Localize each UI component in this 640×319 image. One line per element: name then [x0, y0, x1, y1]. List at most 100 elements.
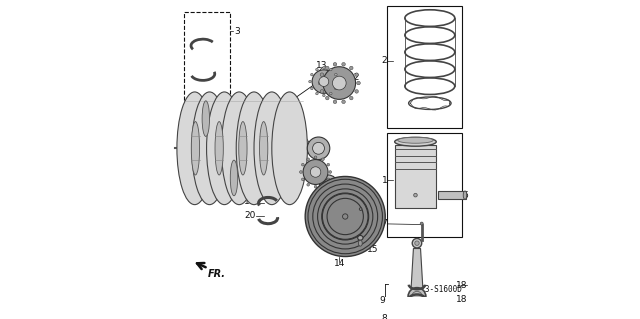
Text: 2: 2	[381, 56, 387, 65]
Ellipse shape	[316, 92, 318, 95]
Ellipse shape	[301, 178, 304, 181]
Text: 18: 18	[456, 281, 468, 290]
Ellipse shape	[355, 73, 358, 77]
Text: 13: 13	[312, 165, 323, 174]
Text: 11: 11	[294, 157, 305, 166]
Ellipse shape	[236, 92, 272, 204]
Ellipse shape	[330, 202, 360, 231]
Bar	[438, 191, 467, 199]
Ellipse shape	[412, 291, 422, 302]
Ellipse shape	[342, 100, 346, 104]
Text: 16: 16	[367, 199, 379, 208]
Ellipse shape	[398, 137, 433, 143]
Ellipse shape	[408, 288, 426, 306]
Ellipse shape	[207, 92, 242, 204]
Ellipse shape	[333, 63, 337, 66]
Ellipse shape	[323, 67, 356, 99]
Ellipse shape	[337, 80, 339, 83]
Bar	[395, 145, 436, 209]
Ellipse shape	[415, 241, 419, 245]
Ellipse shape	[316, 68, 318, 71]
Text: 13: 13	[316, 61, 328, 70]
Text: 1: 1	[381, 176, 387, 185]
Ellipse shape	[191, 122, 200, 175]
Ellipse shape	[395, 137, 436, 146]
Polygon shape	[411, 249, 423, 289]
Text: 9: 9	[379, 296, 385, 305]
Text: 14: 14	[333, 259, 345, 269]
Ellipse shape	[319, 175, 337, 193]
Text: 10: 10	[282, 104, 294, 113]
Ellipse shape	[300, 171, 302, 174]
Ellipse shape	[324, 196, 366, 237]
Ellipse shape	[310, 87, 313, 90]
Ellipse shape	[303, 160, 328, 184]
Ellipse shape	[333, 100, 337, 104]
Text: 20: 20	[244, 211, 255, 220]
Ellipse shape	[230, 160, 237, 196]
Ellipse shape	[315, 187, 375, 247]
Ellipse shape	[330, 92, 332, 95]
Ellipse shape	[358, 240, 362, 246]
Ellipse shape	[335, 87, 337, 90]
Text: 3: 3	[234, 27, 240, 36]
Ellipse shape	[177, 92, 212, 204]
Ellipse shape	[259, 122, 268, 175]
Ellipse shape	[202, 101, 209, 137]
Text: 18: 18	[456, 295, 468, 304]
Ellipse shape	[307, 158, 310, 161]
Ellipse shape	[355, 90, 358, 93]
Ellipse shape	[301, 163, 304, 166]
Ellipse shape	[332, 76, 346, 90]
Ellipse shape	[463, 191, 467, 199]
Ellipse shape	[359, 208, 362, 211]
Ellipse shape	[215, 122, 223, 175]
Ellipse shape	[319, 190, 372, 243]
Ellipse shape	[272, 92, 307, 204]
Ellipse shape	[329, 171, 332, 174]
Ellipse shape	[320, 191, 371, 242]
Ellipse shape	[307, 183, 310, 186]
Ellipse shape	[330, 68, 332, 71]
Text: 7: 7	[381, 219, 387, 228]
Ellipse shape	[221, 92, 257, 204]
Text: 17: 17	[281, 96, 292, 105]
Ellipse shape	[335, 73, 337, 76]
Ellipse shape	[310, 182, 380, 251]
Ellipse shape	[324, 179, 333, 189]
Ellipse shape	[192, 92, 227, 204]
Ellipse shape	[326, 197, 365, 236]
Ellipse shape	[318, 81, 322, 85]
Text: 19: 19	[244, 197, 255, 206]
Ellipse shape	[308, 80, 311, 83]
Ellipse shape	[310, 73, 313, 76]
Ellipse shape	[323, 94, 325, 97]
Text: FR.: FR.	[207, 269, 225, 279]
Ellipse shape	[358, 235, 363, 240]
Ellipse shape	[327, 163, 330, 166]
Text: 17: 17	[281, 96, 292, 105]
Ellipse shape	[307, 137, 330, 160]
Ellipse shape	[319, 77, 329, 86]
Ellipse shape	[409, 306, 425, 315]
Ellipse shape	[349, 96, 353, 100]
Text: S023-S1600D: S023-S1600D	[412, 285, 463, 294]
Ellipse shape	[323, 66, 325, 69]
Ellipse shape	[314, 185, 317, 188]
Text: 8: 8	[381, 314, 387, 319]
Ellipse shape	[349, 66, 353, 70]
Bar	[387, 6, 462, 128]
Ellipse shape	[312, 142, 324, 154]
Ellipse shape	[254, 92, 290, 204]
Ellipse shape	[239, 122, 247, 175]
Ellipse shape	[305, 176, 385, 256]
Text: 6: 6	[462, 191, 468, 200]
Ellipse shape	[342, 214, 348, 219]
Text: 12: 12	[349, 73, 360, 82]
Text: 10: 10	[282, 105, 293, 114]
Ellipse shape	[356, 81, 360, 85]
Text: 15: 15	[367, 245, 379, 254]
Ellipse shape	[321, 183, 324, 186]
Bar	[184, 12, 230, 101]
Ellipse shape	[320, 73, 324, 77]
